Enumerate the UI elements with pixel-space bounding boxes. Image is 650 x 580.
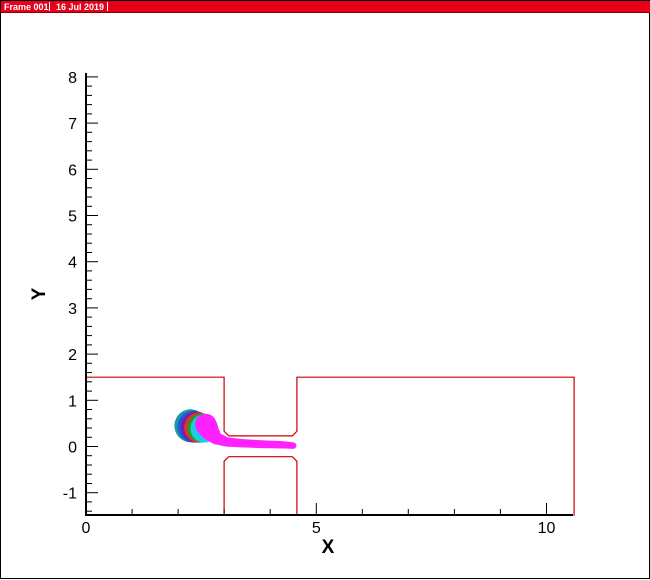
x-tick-label: 5 [312,520,321,537]
y-tick-label: 5 [68,209,77,226]
y-tick-label: -1 [63,486,77,503]
frame-header-bar: Frame 001 16 Jul 2019 [1,1,650,13]
x-axis-title: X [322,537,335,558]
jet-stream [195,413,297,449]
y-tick-label: 1 [68,393,77,410]
lower-wall [223,456,298,516]
y-tick-label: 4 [68,255,77,272]
frame-number-label: Frame 001 [4,2,49,12]
y-tick-label: 6 [68,162,77,179]
jet-point [290,442,297,449]
particle-layer [174,409,297,449]
y-tick-label: 0 [68,440,77,457]
frame-date-label: 16 Jul 2019 [56,2,105,12]
axes: -1 0 1 2 3 4 5 6 7 8 0 5 10 [63,70,573,537]
y-tick-label: 8 [68,70,77,87]
y-axis-title: Y [29,287,50,300]
domain-boundary [86,376,575,516]
y-tick-label: 3 [68,301,77,318]
x-tick-label: 0 [82,520,91,537]
header-separator [107,2,108,11]
y-tick-label: 7 [68,116,77,133]
y-tick-label: 2 [68,347,77,364]
header-separator [49,2,50,11]
upper-wall [86,376,575,516]
x-tick-label: 10 [538,520,556,537]
